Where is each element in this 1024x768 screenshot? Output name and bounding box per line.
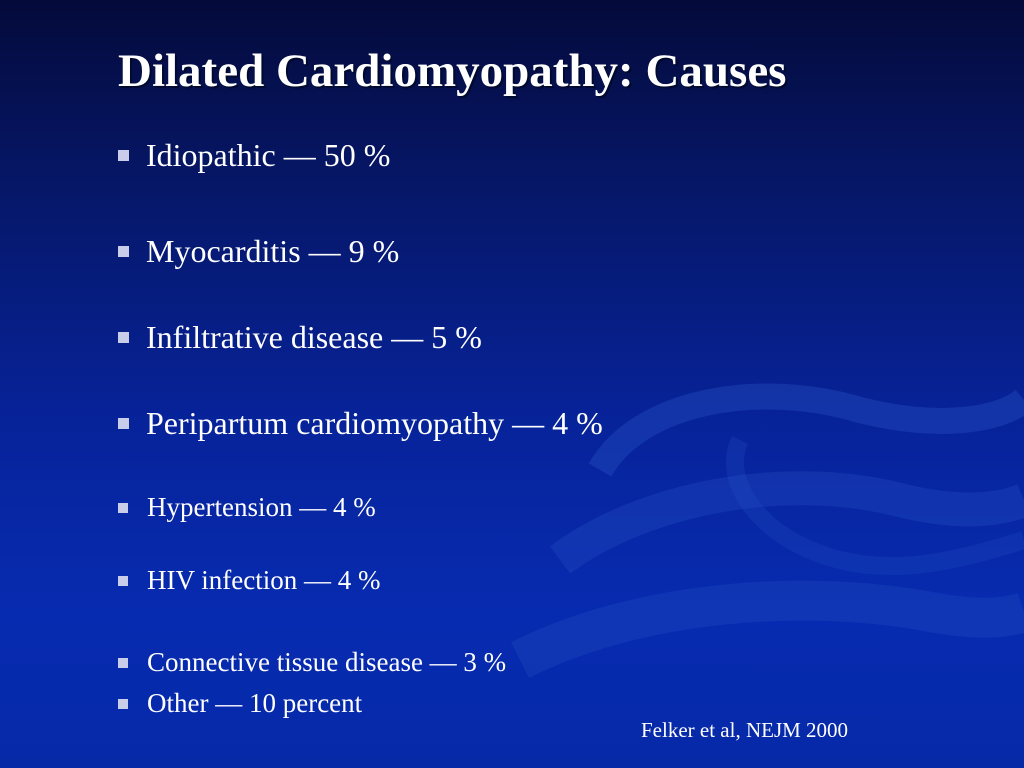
- bullet-text: Connective tissue disease — 3 %: [147, 647, 507, 677]
- bullet-item-hiv-infection: HIV infection — 4 %: [118, 565, 380, 596]
- square-bullet-icon: [118, 150, 129, 161]
- bullet-text: HIV infection — 4 %: [147, 565, 381, 595]
- square-bullet-icon: [118, 246, 129, 257]
- bullet-item-hypertension: Hypertension — 4 %: [118, 492, 376, 523]
- square-bullet-icon: [118, 332, 129, 343]
- slide-title: Dilated Cardiomyopathy: Causes: [118, 45, 787, 97]
- bullet-item-idiopathic: Idiopathic — 50 %: [118, 137, 390, 174]
- bullet-item-connective-tissue-disease: Connective tissue disease — 3 %: [118, 647, 506, 678]
- square-bullet-icon: [118, 575, 128, 586]
- bullet-text: Peripartum cardiomyopathy — 4 %: [146, 405, 603, 441]
- square-bullet-icon: [118, 502, 128, 513]
- square-bullet-icon: [118, 418, 129, 429]
- square-bullet-icon: [118, 657, 128, 668]
- bullet-text: Infiltrative disease — 5 %: [146, 319, 482, 355]
- bullet-item-myocarditis: Myocarditis — 9 %: [118, 233, 399, 270]
- citation-text: Felker et al, NEJM 2000: [641, 718, 849, 742]
- bullet-item-other: Other — 10 percent: [118, 688, 362, 719]
- bullet-text: Idiopathic — 50 %: [146, 137, 391, 173]
- bullet-text: Other — 10 percent: [147, 688, 363, 718]
- bullet-item-peripartum-cardiomyopathy: Peripartum cardiomyopathy — 4 %: [118, 405, 603, 442]
- bullet-text: Myocarditis — 9 %: [146, 233, 400, 269]
- bullet-item-infiltrative-disease: Infiltrative disease — 5 %: [118, 319, 482, 356]
- square-bullet-icon: [118, 698, 128, 709]
- bullet-text: Hypertension — 4 %: [147, 492, 376, 522]
